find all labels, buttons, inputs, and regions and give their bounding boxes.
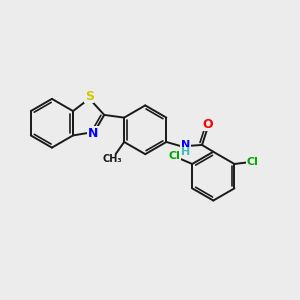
Text: S: S bbox=[85, 90, 94, 103]
Text: N: N bbox=[88, 127, 98, 140]
Text: CH₃: CH₃ bbox=[102, 154, 122, 164]
Text: Cl: Cl bbox=[246, 158, 258, 167]
Text: O: O bbox=[203, 118, 213, 130]
Text: H: H bbox=[181, 147, 190, 158]
Text: Cl: Cl bbox=[168, 151, 180, 161]
Text: N: N bbox=[181, 140, 190, 150]
